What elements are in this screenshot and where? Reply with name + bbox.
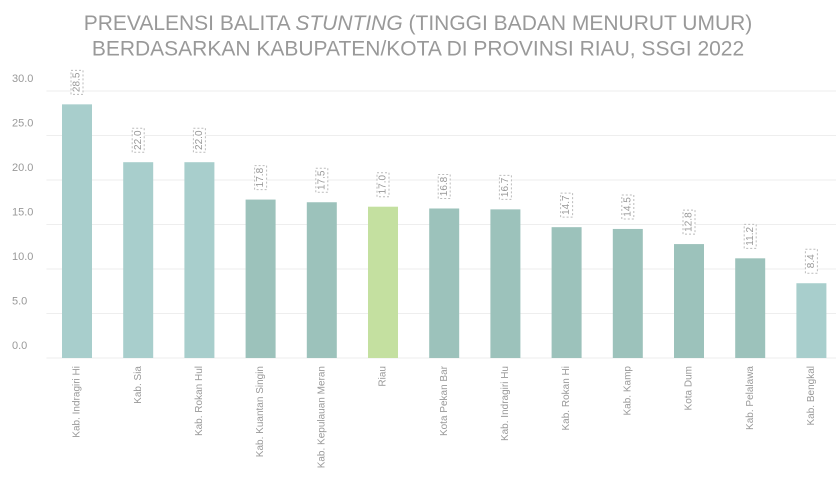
bar — [429, 208, 459, 358]
x-tick-label: Kab. Kamp — [622, 366, 633, 416]
x-tick-label: Kab. Indragiri Hi — [72, 366, 83, 438]
value-label: 14.5 — [622, 197, 633, 217]
x-tick-label: Kota Dum — [684, 366, 695, 410]
x-tick-label: Kab. Kepulauan Meran — [316, 366, 327, 468]
value-label: 16.8 — [439, 176, 450, 196]
x-tick-label: Kab. Kuantan Singin — [255, 366, 266, 457]
bar — [368, 207, 398, 358]
y-tick-label: 0.0 — [12, 340, 27, 352]
y-tick-label: 20.0 — [12, 162, 33, 174]
bar — [490, 209, 520, 358]
x-tick-label: Riau — [378, 366, 389, 387]
x-tick-label: Kab. Rokan Hi — [561, 366, 572, 430]
value-label: 14.7 — [561, 195, 572, 215]
bar — [184, 162, 214, 358]
bar — [796, 283, 826, 358]
bar — [735, 258, 765, 358]
y-tick-label: 10.0 — [12, 251, 33, 263]
x-tick-label: Kab. Pelalawa — [745, 366, 756, 430]
x-tick-label: Kab. Bengkal — [806, 366, 817, 426]
x-tick-label: Kota Pekan Bar — [439, 365, 450, 436]
value-label: 11.2 — [745, 227, 756, 246]
value-label: 17.5 — [316, 170, 327, 190]
bar — [246, 200, 276, 358]
y-tick-label: 25.0 — [12, 117, 33, 129]
chart-title: PREVALENSI BALITA STUNTING (TINGGI BADAN… — [84, 12, 753, 35]
value-label: 28.5 — [72, 72, 83, 92]
value-label: 22.0 — [194, 130, 205, 150]
bar — [613, 229, 643, 358]
x-tick-label: Kab. Indragiri Hu — [500, 366, 511, 441]
x-tick-label: Kab. Rokan Hul — [194, 366, 205, 436]
value-label: 17.0 — [378, 175, 389, 195]
chart-title: BERDASARKAN KABUPATEN/KOTA DI PROVINSI R… — [92, 38, 744, 61]
chart: PREVALENSI BALITA STUNTING (TINGGI BADAN… — [0, 0, 836, 489]
bar — [123, 162, 153, 358]
value-label: 16.7 — [500, 177, 511, 197]
bar — [552, 227, 582, 358]
y-tick-label: 5.0 — [12, 295, 27, 307]
value-label: 8.4 — [806, 254, 817, 268]
y-tick-label: 15.0 — [12, 206, 33, 218]
bar — [674, 244, 704, 358]
x-tick-label: Kab. Sia — [133, 366, 144, 404]
bar — [307, 202, 337, 358]
value-label: 22.0 — [133, 130, 144, 150]
y-tick-label: 30.0 — [12, 73, 33, 85]
bar — [62, 104, 92, 358]
value-label: 12.8 — [684, 212, 695, 232]
value-label: 17.8 — [255, 167, 266, 187]
